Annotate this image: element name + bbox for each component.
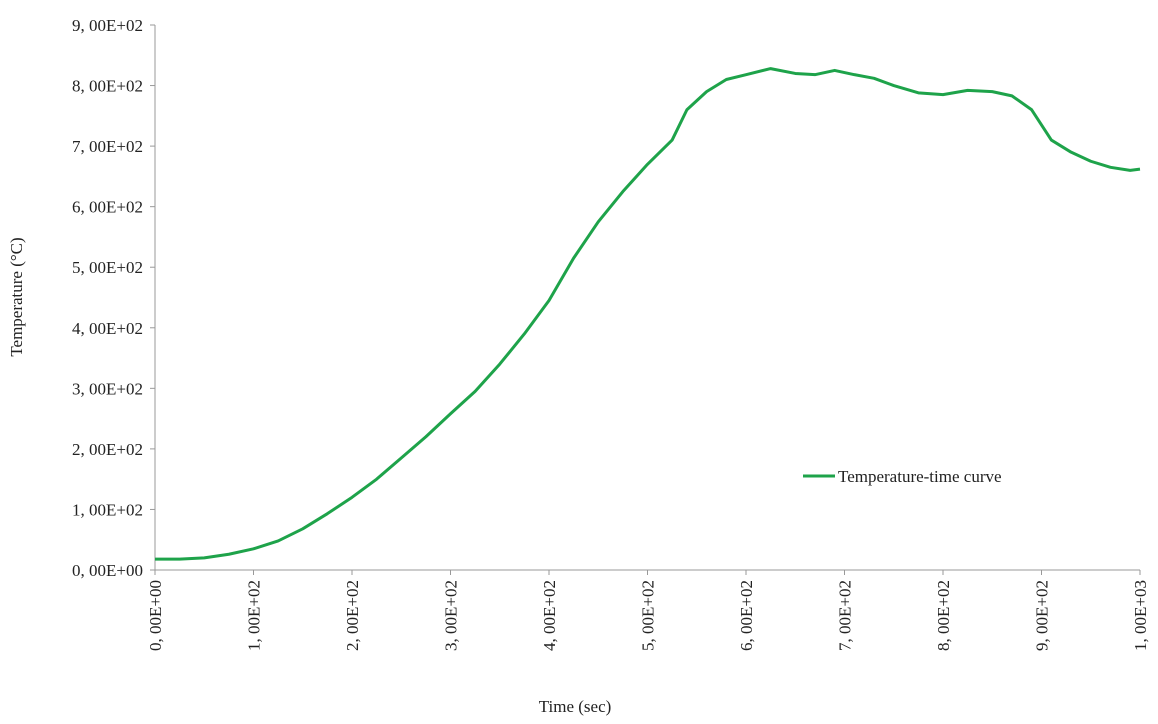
y-axis-label: Temperature (°C) bbox=[7, 237, 26, 356]
y-tick-label: 7, 00E+02 bbox=[72, 137, 143, 156]
x-tick-label: 0, 00E+00 bbox=[146, 580, 165, 651]
x-tick-label: 1, 00E+02 bbox=[245, 580, 264, 651]
x-tick-label: 5, 00E+02 bbox=[639, 580, 658, 651]
x-axis-label: Time (sec) bbox=[539, 697, 612, 716]
x-tick-label: 7, 00E+02 bbox=[836, 580, 855, 651]
x-tick-label: 9, 00E+02 bbox=[1033, 580, 1052, 651]
y-tick-label: 3, 00E+02 bbox=[72, 379, 143, 398]
y-tick-label: 6, 00E+02 bbox=[72, 198, 143, 217]
y-tick-label: 1, 00E+02 bbox=[72, 500, 143, 519]
y-tick-label: 8, 00E+02 bbox=[72, 77, 143, 96]
x-tick-label: 1, 00E+03 bbox=[1131, 580, 1150, 651]
data-line bbox=[155, 67, 1141, 561]
y-tick-label: 0, 00E+00 bbox=[72, 561, 143, 580]
legend-label: Temperature-time curve bbox=[838, 467, 1002, 486]
x-tick-label: 8, 00E+02 bbox=[934, 580, 953, 651]
y-tick-label: 5, 00E+02 bbox=[72, 258, 143, 277]
x-tick-label: 6, 00E+02 bbox=[737, 580, 756, 651]
x-tick-label: 2, 00E+02 bbox=[343, 580, 362, 651]
y-tick-label: 9, 00E+02 bbox=[72, 16, 143, 35]
y-tick-label: 4, 00E+02 bbox=[72, 319, 143, 338]
x-tick-label: 3, 00E+02 bbox=[442, 580, 461, 651]
x-tick-label: 4, 00E+02 bbox=[540, 580, 559, 651]
y-tick-label: 2, 00E+02 bbox=[72, 440, 143, 459]
